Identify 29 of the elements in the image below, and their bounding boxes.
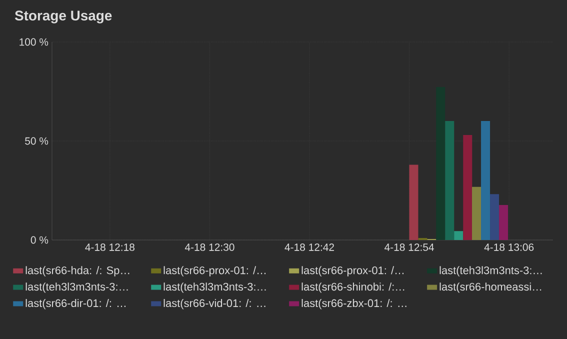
y-tick-label: 0 % <box>30 236 48 244</box>
bar <box>436 86 446 240</box>
bar <box>454 231 464 240</box>
legend-label: last(sr66-dir-01: /: … <box>26 299 126 310</box>
x-tick-label: 4-18 12:30 <box>184 244 234 251</box>
legend-label: last(teh3l3m3nts-3:… <box>164 282 266 293</box>
x-tick-label: 4-18 12:42 <box>284 244 334 251</box>
x-tick-label: 4-18 13:06 <box>484 244 534 251</box>
legend-label: last(sr66-prox-01: /… <box>164 266 266 276</box>
legend-label: last(teh3l3m3nts-3:… <box>26 282 128 293</box>
legend-label: last(teh3l3m3nts-3:… <box>440 266 542 276</box>
bar <box>472 186 482 240</box>
y-tick-label: 50 % <box>25 137 48 145</box>
bar <box>463 135 472 240</box>
legend-label: last(sr66-hda: /: Sp… <box>26 266 130 276</box>
bar <box>481 121 490 240</box>
x-tick-label: 4-18 12:54 <box>384 244 434 251</box>
legend-label: last(sr66-shinobi: /:… <box>302 282 404 293</box>
legend-label: last(sr66-vid-01: /: … <box>164 299 266 310</box>
bar <box>445 121 454 240</box>
y-tick-label: 100 % <box>20 38 48 46</box>
legend-label: last(sr66-zbx-01: /: … <box>302 299 406 310</box>
bar <box>409 164 418 240</box>
bar <box>490 194 500 240</box>
x-tick-label: 4-18 12:18 <box>85 244 134 251</box>
chart-title: Storage Usage <box>14 10 112 24</box>
legend-label: last(sr66-prox-01: /… <box>302 266 404 276</box>
bar <box>499 204 508 240</box>
legend-label: last(sr66-homeassi… <box>440 282 542 293</box>
